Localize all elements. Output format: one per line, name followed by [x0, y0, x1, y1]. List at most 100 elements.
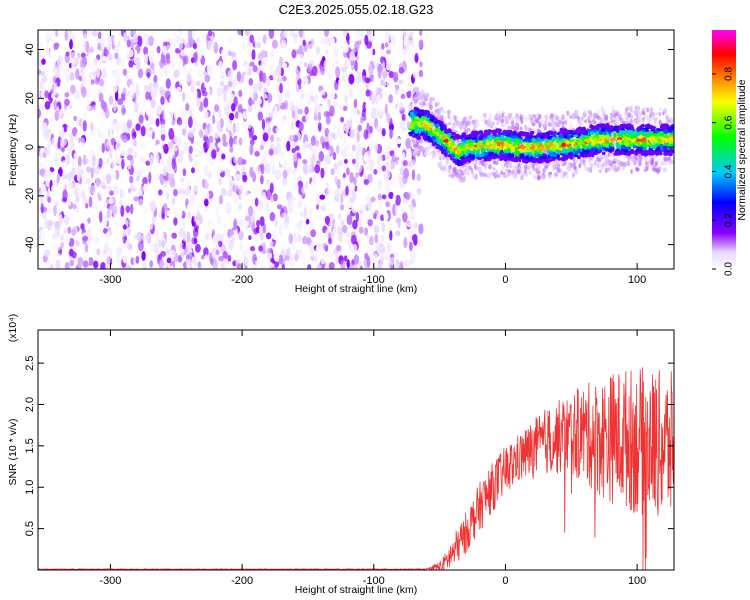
noise-speckle	[340, 36, 344, 47]
noise-speckle	[228, 50, 232, 57]
signal-cell	[556, 153, 560, 158]
noise-speckle	[156, 153, 160, 165]
noise-speckle	[136, 175, 140, 182]
noise-speckle	[67, 226, 72, 234]
noise-speckle	[299, 54, 304, 63]
signal-halo	[614, 115, 619, 122]
noise-speckle	[239, 193, 246, 201]
signal-halo	[477, 168, 482, 173]
noise-speckle	[204, 127, 209, 137]
noise-speckle	[248, 99, 255, 105]
noise-speckle	[52, 66, 58, 75]
noise-speckle	[184, 111, 189, 117]
noise-speckle	[395, 217, 402, 224]
noise-speckle	[252, 135, 258, 141]
noise-speckle	[310, 87, 316, 97]
noise-speckle	[155, 144, 162, 152]
noise-speckle	[374, 76, 380, 85]
noise-speckle	[221, 153, 226, 160]
noise-speckle	[264, 162, 271, 175]
noise-speckle	[295, 100, 301, 107]
noise-speckle	[390, 256, 395, 266]
signal-halo	[595, 156, 600, 162]
noise-speckle	[270, 195, 274, 203]
noise-speckle	[352, 105, 358, 116]
noise-speckle	[38, 261, 42, 269]
noise-speckle	[265, 109, 270, 119]
noise-speckle	[271, 39, 278, 49]
noise-speckle	[139, 156, 145, 164]
signal-halo	[640, 155, 643, 161]
signal-halo	[596, 115, 601, 120]
signal-halo	[519, 126, 523, 131]
noise-speckle	[304, 106, 309, 115]
noise-speckle	[244, 215, 251, 222]
signal-halo	[646, 160, 651, 165]
noise-speckle	[120, 177, 125, 183]
noise-speckle	[73, 152, 77, 159]
noise-speckle	[92, 244, 97, 253]
noise-speckle	[343, 150, 347, 160]
noise-speckle	[101, 192, 106, 201]
noise-speckle	[348, 73, 355, 85]
noise-speckle	[274, 110, 279, 117]
noise-speckle	[82, 260, 89, 268]
noise-speckle	[268, 264, 272, 269]
noise-speckle	[84, 243, 89, 253]
noise-speckle	[103, 217, 108, 227]
noise-speckle	[130, 203, 134, 215]
signal-halo	[524, 116, 529, 123]
noise-speckle	[292, 64, 298, 74]
signal-halo	[587, 110, 592, 114]
noise-speckle	[349, 51, 356, 62]
noise-speckle	[173, 217, 178, 226]
noise-speckle	[352, 243, 358, 253]
noise-speckle	[41, 58, 46, 65]
noise-speckle	[82, 154, 87, 166]
noise-speckle	[187, 242, 193, 249]
noise-speckle	[386, 79, 391, 90]
noise-speckle	[346, 32, 350, 43]
noise-speckle	[418, 39, 424, 51]
noise-speckle	[163, 203, 168, 211]
noise-speckle	[381, 194, 387, 200]
signal-halo	[569, 115, 572, 119]
signal-halo	[465, 166, 470, 173]
noise-speckle	[310, 229, 316, 238]
noise-speckle	[349, 39, 355, 48]
noise-speckle	[328, 237, 332, 245]
noise-speckle	[339, 204, 345, 211]
noise-speckle	[398, 176, 403, 186]
noise-speckle	[254, 197, 259, 207]
noise-speckle	[70, 139, 75, 149]
noise-speckle	[135, 123, 141, 131]
noise-speckle	[337, 194, 342, 205]
noise-speckle	[48, 220, 55, 226]
noise-speckle	[109, 147, 113, 159]
noise-speckle	[113, 156, 119, 164]
noise-speckle	[228, 112, 235, 121]
signal-halo	[556, 162, 561, 167]
signal-halo	[647, 116, 651, 123]
noise-speckle	[249, 34, 255, 44]
noise-speckle	[74, 166, 79, 176]
noise-speckle	[74, 187, 79, 197]
noise-speckle	[91, 66, 97, 72]
noise-speckle	[268, 148, 274, 156]
noise-speckle	[153, 39, 159, 46]
noise-speckle	[238, 203, 242, 211]
noise-speckle	[150, 62, 155, 70]
noise-speckle	[67, 171, 72, 182]
noise-speckle	[148, 171, 152, 184]
noise-speckle	[107, 35, 112, 47]
noise-speckle	[262, 258, 267, 268]
noise-speckle	[310, 135, 316, 146]
noise-speckle	[113, 100, 117, 112]
signal-halo	[584, 156, 588, 162]
noise-speckle	[340, 219, 345, 227]
noise-speckle	[55, 259, 61, 269]
noise-speckle	[145, 125, 150, 137]
noise-speckle	[276, 204, 283, 210]
noise-speckle	[93, 235, 99, 245]
noise-speckle	[107, 77, 112, 84]
